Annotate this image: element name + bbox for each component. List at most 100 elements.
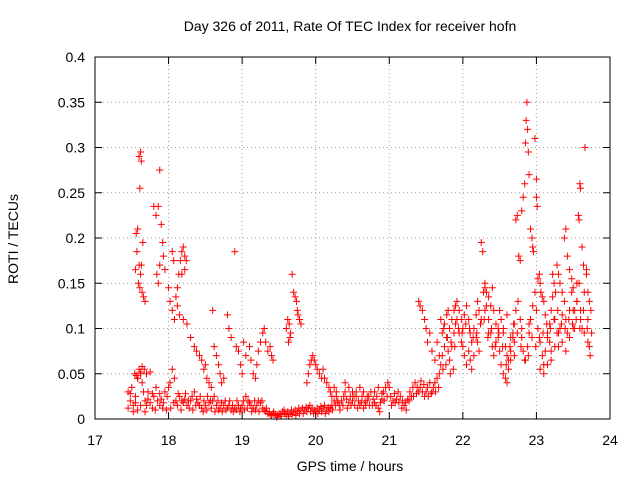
data-point [527,315,535,323]
data-point [240,406,248,414]
data-point [491,343,499,351]
data-point [584,288,592,296]
data-point [167,404,175,412]
data-point [280,406,288,414]
data-point [179,399,187,407]
data-point [156,390,164,398]
data-point [383,392,391,400]
data-point [170,315,178,323]
data-point [207,404,215,412]
data-point [474,338,482,346]
data-point [532,175,540,183]
data-point [431,379,439,387]
data-point [205,399,213,407]
x-tick-label: 19 [234,432,250,448]
data-point [422,325,430,332]
data-point [200,397,208,405]
data-point [146,399,154,407]
data-point [376,408,384,416]
data-point [525,320,533,328]
data-point [357,399,365,407]
data-point [390,390,398,398]
data-point [273,413,281,421]
data-point [562,347,570,355]
data-point [546,325,554,332]
data-point [541,347,549,355]
data-point [518,325,526,332]
data-point [470,352,478,360]
data-point [131,266,139,274]
data-point [449,365,457,373]
y-tick-label: 0.4 [66,49,86,65]
data-point [517,343,525,351]
data-point [131,392,139,400]
data-point [170,257,178,265]
data-point [210,392,218,400]
data-point [427,390,435,398]
data-point [528,334,536,342]
data-point [143,370,150,378]
data-point [137,157,145,165]
data-point [533,202,541,210]
data-point [562,225,570,233]
data-point [531,134,539,142]
data-point [563,252,571,260]
data-point [443,334,451,342]
data-point [576,325,584,332]
data-point [287,406,295,414]
data-point [201,401,209,409]
data-point [512,216,520,224]
data-point [159,404,167,412]
data-point [524,148,532,156]
data-point [204,392,212,400]
data-point [398,404,406,412]
data-point [458,329,466,337]
data-point [510,352,518,360]
data-point [541,311,549,319]
data-point [140,293,148,301]
data-point [321,410,329,418]
data-point [138,379,146,387]
data-point [547,306,555,314]
data-point [569,284,577,292]
data-point [573,279,581,287]
data-point [583,325,591,332]
data-point [183,320,191,328]
data-point [262,404,270,412]
data-point [468,365,476,373]
data-point [584,315,592,323]
data-point [440,325,448,332]
data-point [179,243,187,251]
data-point [502,374,510,382]
data-point [527,225,535,233]
data-point [466,329,474,337]
data-point [566,266,574,274]
data-point [488,284,496,292]
data-point [529,248,537,256]
y-tick-label: 0.35 [58,94,85,110]
data-point [140,365,148,373]
data-point [535,270,543,278]
data-point [317,402,325,410]
data-point [176,257,184,265]
data-point [465,325,473,332]
x-tick-label: 18 [161,432,177,448]
data-point [515,252,523,260]
data-point [585,343,593,351]
data-point [401,399,409,407]
data-point [266,343,274,351]
data-point [475,306,483,314]
data-point [428,347,436,355]
data-point [157,220,165,228]
data-point [495,329,503,337]
data-point [201,361,209,369]
data-point [354,404,362,412]
data-point [568,275,576,283]
data-point [190,388,198,396]
data-point [170,399,178,407]
data-point [399,397,407,405]
data-point [356,383,364,391]
data-point [468,338,476,346]
data-point [492,320,500,328]
data-point [182,257,190,265]
